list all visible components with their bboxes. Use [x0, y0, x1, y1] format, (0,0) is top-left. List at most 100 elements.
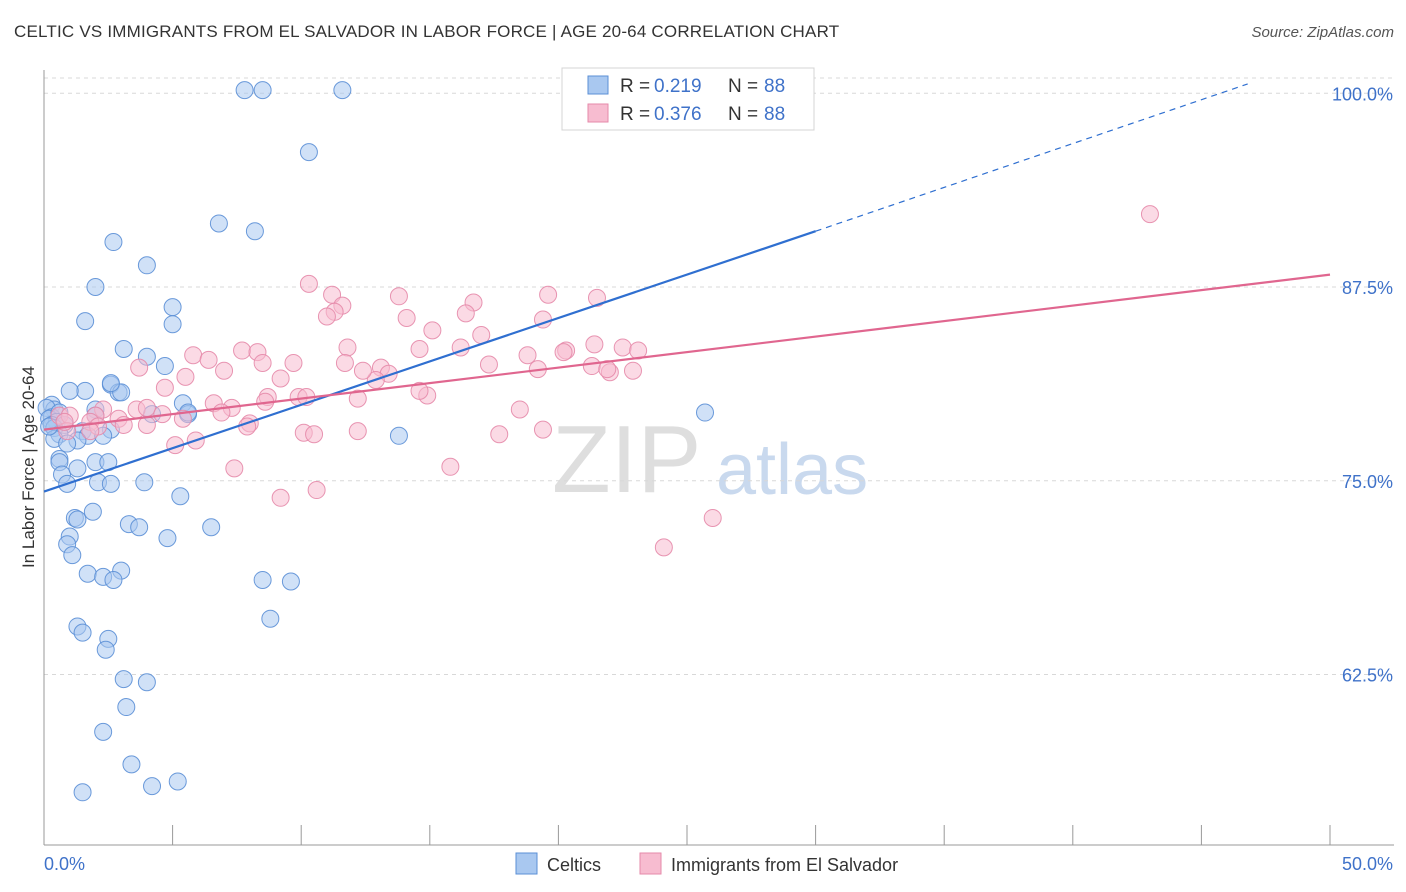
- salvador-trend-line: [43, 273, 1331, 431]
- series-legend: Celtics Immigrants from El Salvador: [515, 852, 898, 875]
- salvador-point-81: [225, 459, 244, 478]
- salvador-point-34: [353, 361, 372, 380]
- celtics-point-80: [73, 783, 92, 802]
- celtics-point-6: [104, 233, 123, 252]
- celtics-point-56: [68, 510, 87, 529]
- celtics-point-79: [122, 755, 141, 774]
- salvador-point-21: [613, 338, 632, 357]
- salvador-point-18: [518, 346, 537, 365]
- celtics-point-10: [76, 312, 95, 331]
- y-tick-label-0: 100.0%: [1332, 84, 1393, 104]
- celtics-point-49: [135, 473, 154, 492]
- legend-salvador-swatch: [639, 852, 662, 875]
- salvador-point-40: [582, 357, 601, 376]
- salvador-point-80: [510, 400, 529, 419]
- salvador-point-51: [410, 381, 429, 400]
- salvador-point-1: [299, 274, 318, 293]
- watermark-atlas: atlas: [716, 430, 868, 510]
- tick-labels: 100.0% 87.5% 75.0% 62.5% 0.0% 50.0%: [44, 84, 1393, 874]
- celtics-point-58: [130, 518, 149, 537]
- correlation-legend: R = 0.219 N = 88 R = 0.376 N = 88: [561, 67, 815, 131]
- x-tick-label-1: 50.0%: [1342, 854, 1393, 874]
- salvador-point-85: [703, 508, 722, 527]
- celtics-point-2: [333, 81, 352, 100]
- salvador-point-39: [479, 355, 498, 374]
- x-tick-label-0: 0.0%: [44, 854, 85, 874]
- salvador-point-20: [585, 335, 604, 354]
- celtics-point-1: [253, 81, 272, 100]
- salvador-n-value: 88: [764, 104, 785, 125]
- salvador-point-36: [176, 367, 195, 386]
- celtics-point-68: [253, 570, 272, 589]
- celtics-swatch: [587, 75, 609, 95]
- salvador-point-4: [389, 287, 408, 306]
- salvador-point-86: [654, 538, 673, 557]
- celtics-point-81: [143, 777, 162, 796]
- salvador-point-8: [456, 304, 475, 323]
- salvador-point-10: [397, 309, 416, 327]
- celtics-point-42: [696, 403, 715, 422]
- salvador-point-37: [215, 361, 234, 380]
- y-tick-label-1: 87.5%: [1342, 278, 1393, 298]
- celtics-point-70: [261, 609, 280, 628]
- celtics-point-14: [155, 357, 174, 376]
- source-label: Source: ZipAtlas.com: [1251, 24, 1394, 41]
- salvador-point-76: [490, 425, 509, 444]
- celtics-point-64: [78, 564, 97, 583]
- grid-lines: [44, 77, 1394, 675]
- data-points: [37, 81, 1159, 802]
- salvador-point-11: [317, 307, 336, 326]
- salvador-point-49: [348, 389, 367, 408]
- salvador-point-43: [623, 361, 642, 380]
- salvador-point-27: [199, 350, 218, 369]
- salvador-point-84: [307, 481, 326, 500]
- celtics-point-52: [101, 474, 120, 493]
- celtics-point-76: [137, 673, 156, 692]
- celtics-point-7: [137, 256, 156, 275]
- salvador-point-16: [410, 340, 429, 358]
- celtics-point-53: [171, 487, 190, 506]
- salvador-point-75: [348, 422, 367, 441]
- salvador-point-13: [587, 288, 606, 307]
- salvador-point-83: [271, 488, 290, 507]
- salvador-point-28: [253, 353, 272, 372]
- celtics-point-0: [235, 81, 254, 100]
- celtics-point-54: [83, 502, 102, 521]
- salvador-r-label: R =: [620, 104, 650, 125]
- celtics-point-11: [163, 315, 182, 334]
- celtics-point-41: [389, 426, 408, 445]
- celtics-n-label: N =: [728, 76, 758, 97]
- celtics-point-48: [68, 459, 87, 478]
- salvador-point-6: [539, 285, 558, 304]
- y-tick-label-2: 75.0%: [1342, 472, 1393, 492]
- celtics-point-17: [76, 381, 95, 400]
- trend-lines: [43, 83, 1331, 493]
- celtics-point-3: [299, 143, 318, 162]
- salvador-point-24: [233, 341, 252, 360]
- axes: [43, 70, 1394, 846]
- celtics-point-18: [60, 381, 79, 400]
- celtics-point-74: [96, 640, 115, 659]
- salvador-point-35: [130, 358, 149, 377]
- salvador-point-61: [173, 409, 192, 428]
- celtics-point-63: [63, 546, 82, 565]
- salvador-r-value: 0.376: [654, 104, 702, 125]
- celtics-point-69: [281, 572, 300, 591]
- celtics-point-85: [101, 374, 120, 393]
- celtics-point-4: [209, 214, 228, 233]
- y-tick-label-3: 62.5%: [1342, 666, 1393, 686]
- salvador-n-label: N =: [728, 104, 758, 125]
- salvador-point-82: [441, 457, 460, 476]
- salvador-point-74: [305, 425, 324, 444]
- celtics-point-77: [117, 698, 136, 717]
- y-axis-label: In Labor Force | Age 20-64: [19, 366, 38, 568]
- salvador-point-29: [284, 353, 303, 372]
- celtics-point-82: [168, 772, 187, 791]
- salvador-point-38: [271, 369, 290, 388]
- salvador-point-69: [81, 422, 100, 441]
- salvador-point-77: [533, 420, 552, 439]
- celtics-point-9: [163, 298, 182, 317]
- legend-celtics-label: Celtics: [547, 855, 601, 875]
- celtics-point-72: [73, 623, 92, 642]
